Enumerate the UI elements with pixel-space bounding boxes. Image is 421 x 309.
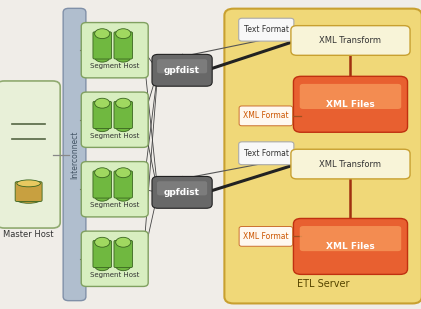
FancyBboxPatch shape bbox=[293, 218, 408, 274]
Ellipse shape bbox=[116, 52, 131, 62]
Ellipse shape bbox=[116, 237, 131, 247]
Ellipse shape bbox=[95, 261, 110, 271]
Text: Segment Host: Segment Host bbox=[90, 272, 139, 278]
Ellipse shape bbox=[95, 98, 110, 108]
Ellipse shape bbox=[95, 237, 110, 247]
FancyBboxPatch shape bbox=[114, 101, 133, 129]
FancyBboxPatch shape bbox=[224, 9, 421, 303]
Ellipse shape bbox=[95, 168, 110, 178]
FancyBboxPatch shape bbox=[63, 8, 86, 301]
Ellipse shape bbox=[116, 122, 131, 132]
Text: XML Transform: XML Transform bbox=[320, 36, 381, 45]
FancyBboxPatch shape bbox=[15, 182, 42, 201]
Text: Text Format: Text Format bbox=[244, 25, 289, 34]
Ellipse shape bbox=[116, 191, 131, 201]
FancyBboxPatch shape bbox=[157, 181, 207, 195]
Text: XML Transform: XML Transform bbox=[320, 159, 381, 169]
FancyBboxPatch shape bbox=[81, 162, 148, 217]
Ellipse shape bbox=[95, 29, 110, 39]
Text: XML Files: XML Files bbox=[326, 242, 375, 251]
FancyBboxPatch shape bbox=[93, 171, 112, 198]
Text: gpfdist: gpfdist bbox=[164, 66, 200, 75]
Text: Interconnect: Interconnect bbox=[70, 130, 79, 179]
Text: XML Format: XML Format bbox=[243, 111, 289, 121]
Text: ETL Server: ETL Server bbox=[297, 279, 349, 289]
FancyBboxPatch shape bbox=[291, 26, 410, 55]
FancyBboxPatch shape bbox=[239, 226, 293, 246]
FancyBboxPatch shape bbox=[293, 76, 408, 132]
FancyBboxPatch shape bbox=[0, 81, 60, 228]
FancyBboxPatch shape bbox=[93, 240, 112, 268]
FancyBboxPatch shape bbox=[114, 32, 133, 59]
FancyBboxPatch shape bbox=[239, 142, 294, 165]
FancyBboxPatch shape bbox=[114, 240, 133, 268]
Ellipse shape bbox=[116, 98, 131, 108]
FancyBboxPatch shape bbox=[239, 106, 293, 126]
FancyBboxPatch shape bbox=[81, 231, 148, 286]
Text: Master Host: Master Host bbox=[3, 230, 53, 239]
Ellipse shape bbox=[17, 180, 40, 187]
FancyBboxPatch shape bbox=[81, 92, 148, 147]
FancyBboxPatch shape bbox=[300, 84, 401, 109]
Ellipse shape bbox=[95, 122, 110, 132]
FancyBboxPatch shape bbox=[81, 23, 148, 78]
Text: Segment Host: Segment Host bbox=[90, 202, 139, 208]
Ellipse shape bbox=[17, 196, 40, 203]
FancyBboxPatch shape bbox=[152, 54, 212, 86]
FancyBboxPatch shape bbox=[291, 149, 410, 179]
Ellipse shape bbox=[95, 191, 110, 201]
Text: Segment Host: Segment Host bbox=[90, 133, 139, 139]
Text: Segment Host: Segment Host bbox=[90, 63, 139, 70]
FancyBboxPatch shape bbox=[152, 176, 212, 208]
Text: Text Format: Text Format bbox=[244, 149, 289, 158]
FancyBboxPatch shape bbox=[239, 18, 294, 41]
Text: gpfdist: gpfdist bbox=[164, 188, 200, 197]
FancyBboxPatch shape bbox=[157, 59, 207, 73]
Ellipse shape bbox=[116, 261, 131, 271]
Text: XML Files: XML Files bbox=[326, 100, 375, 109]
FancyBboxPatch shape bbox=[93, 32, 112, 59]
Ellipse shape bbox=[116, 168, 131, 178]
FancyBboxPatch shape bbox=[114, 171, 133, 198]
Ellipse shape bbox=[95, 52, 110, 62]
FancyBboxPatch shape bbox=[93, 101, 112, 129]
Ellipse shape bbox=[116, 29, 131, 39]
Text: XML Format: XML Format bbox=[243, 232, 289, 241]
FancyBboxPatch shape bbox=[300, 226, 401, 251]
